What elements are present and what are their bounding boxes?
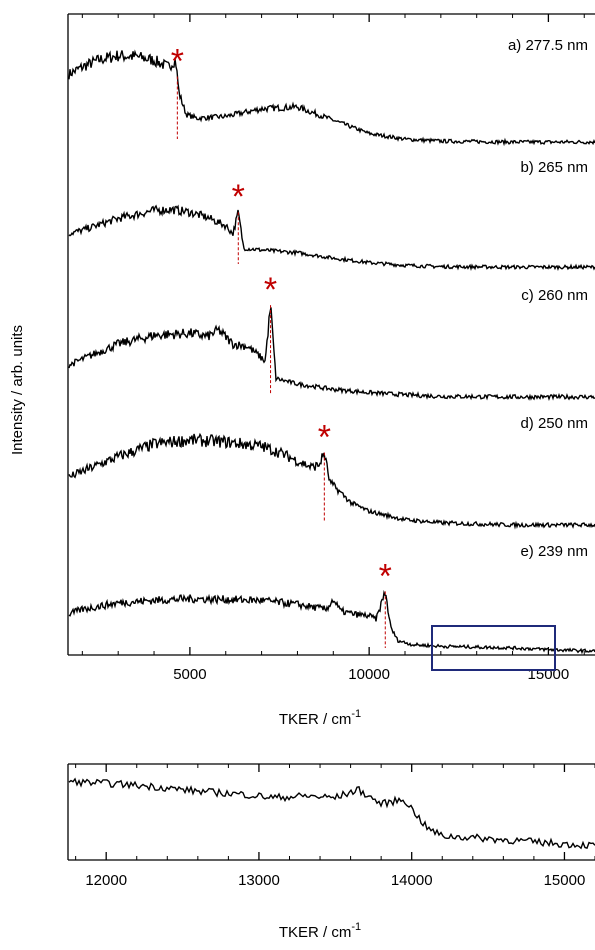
main-x-label-sup: -1 (351, 708, 361, 720)
main-plot: 5000 10000 15000 * * * * * a) 277.5 nm b) 265 n… (9, 13, 595, 728)
main-y-label: Intensity / arb. units (9, 325, 26, 455)
main-x-tick-label: 5000 (173, 666, 206, 683)
zoom-x-label-sup: -1 (351, 921, 361, 933)
peak-asterisk: * (379, 557, 392, 595)
zoom-x-label-text: TKER / cm (279, 924, 352, 941)
peak-asterisk: * (232, 178, 245, 216)
zoom-box (431, 625, 556, 671)
zoom-x-tick-label: 13000 (238, 872, 280, 889)
trace-label: a) 277.5 nm (508, 37, 588, 54)
main-traces (68, 49, 595, 655)
trace-line (68, 204, 595, 271)
zoom-trace (68, 777, 595, 850)
zoom-x-tick-label: 12000 (85, 872, 127, 889)
zoom-plot: 12000 13000 14000 15000 TKER / cm-1 (67, 763, 595, 941)
main-ticks: 5000 10000 15000 (81, 14, 585, 683)
zoom-x-tick-label: 15000 (544, 872, 586, 889)
peak-asterisk: * (171, 43, 184, 81)
main-x-tick-label: 10000 (348, 666, 390, 683)
main-x-tick-label: 15000 (528, 666, 570, 683)
peak-markers: * * * * * (171, 43, 392, 648)
trace-line (68, 49, 595, 147)
trace-label: c) 260 nm (521, 287, 588, 304)
trace-line (68, 432, 595, 530)
trace-labels: a) 277.5 nm b) 265 nm c) 260 nm d) 250 nm e)… (508, 37, 588, 560)
zoom-x-label: TKER / cm-1 (279, 921, 361, 941)
peak-asterisk: * (318, 419, 331, 457)
trace-line (68, 307, 595, 401)
trace-line (68, 589, 595, 655)
trace-label: d) 250 nm (520, 415, 588, 432)
main-x-label-text: TKER / cm (279, 711, 352, 728)
zoom-ticks: 12000 13000 14000 15000 (75, 764, 595, 889)
peak-asterisk: * (264, 271, 277, 309)
zoom-x-tick-label: 14000 (391, 872, 433, 889)
zoom-trace-line (68, 777, 595, 850)
trace-label: b) 265 nm (520, 159, 588, 176)
main-x-label: TKER / cm-1 (279, 708, 361, 728)
trace-label: e) 239 nm (520, 543, 588, 560)
